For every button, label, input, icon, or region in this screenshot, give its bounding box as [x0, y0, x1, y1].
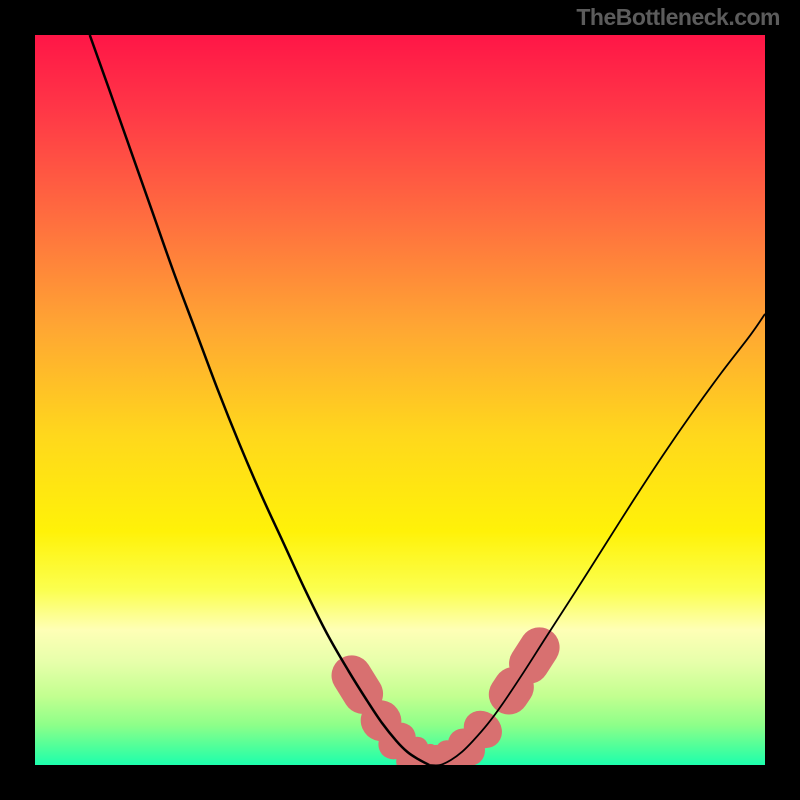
- left-curve: [90, 35, 429, 765]
- watermark-text: TheBottleneck.com: [576, 4, 780, 31]
- right-curve: [429, 314, 765, 765]
- curve-layer: [35, 35, 765, 765]
- canvas: TheBottleneck.com: [0, 0, 800, 800]
- plot-area: [35, 35, 765, 765]
